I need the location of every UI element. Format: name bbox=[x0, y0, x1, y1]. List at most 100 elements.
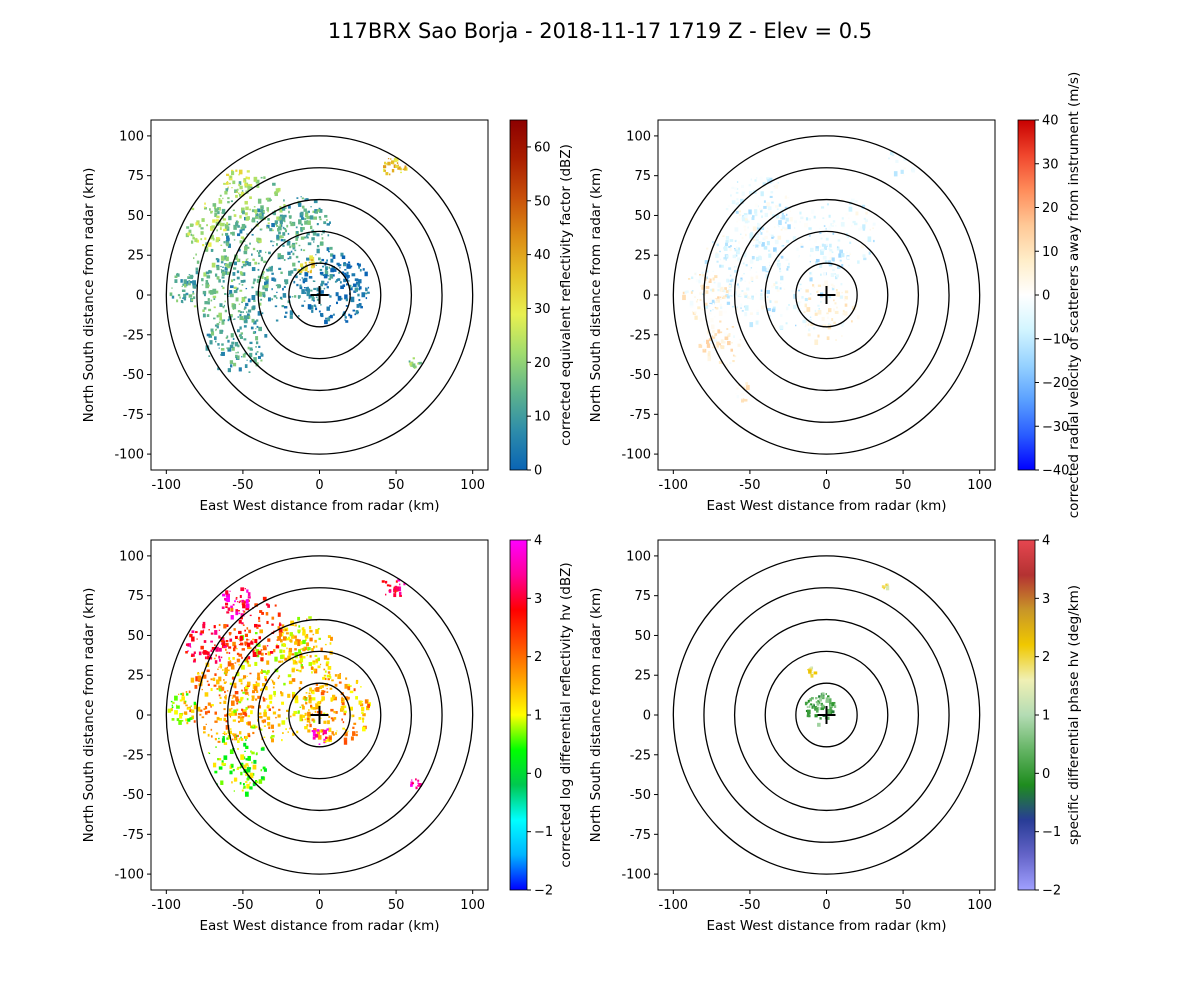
echo-gate bbox=[249, 786, 253, 790]
echo-gate bbox=[332, 733, 335, 736]
echo-gate bbox=[813, 286, 816, 288]
echo-gate bbox=[787, 224, 791, 230]
echo-gate bbox=[733, 266, 736, 268]
echo-gate bbox=[228, 223, 231, 226]
echo-gate bbox=[852, 220, 856, 224]
echo-gate bbox=[223, 182, 226, 185]
echo-gate bbox=[358, 286, 362, 290]
echo-gate bbox=[230, 615, 234, 620]
echo-gate bbox=[741, 390, 745, 393]
echo-gate bbox=[189, 223, 194, 227]
echo-gate bbox=[242, 263, 247, 267]
echo-gate bbox=[320, 647, 323, 651]
echo-gate bbox=[808, 275, 811, 278]
echo-gate bbox=[307, 242, 312, 246]
echo-gate bbox=[281, 720, 286, 725]
echo-gate bbox=[256, 208, 261, 213]
echo-gate bbox=[311, 648, 314, 652]
echo-gate bbox=[244, 791, 249, 797]
colorbar-tick-label: −1 bbox=[1042, 825, 1061, 840]
plot-area bbox=[165, 135, 474, 455]
echo-gate bbox=[737, 217, 742, 222]
echo-gate bbox=[200, 238, 203, 241]
y-tick-label: -75 bbox=[123, 828, 144, 843]
echo-gate bbox=[192, 237, 196, 240]
echo-gate bbox=[224, 309, 228, 313]
echo-gate bbox=[217, 211, 220, 215]
echo-gate bbox=[302, 249, 306, 252]
echo-gate bbox=[224, 263, 228, 267]
echo-gate bbox=[230, 364, 233, 368]
echo-gate bbox=[281, 305, 285, 308]
echo-gate bbox=[246, 638, 249, 641]
echo-gate bbox=[185, 693, 189, 696]
echo-gate bbox=[727, 334, 731, 338]
echo-gate bbox=[253, 759, 257, 764]
echo-gate bbox=[855, 211, 859, 216]
echo-gate bbox=[750, 275, 753, 278]
echo-gate bbox=[193, 296, 196, 300]
echo-gate bbox=[359, 268, 362, 272]
echo-gate bbox=[355, 281, 359, 285]
echo-gate bbox=[784, 221, 787, 224]
echo-gate bbox=[785, 217, 789, 222]
echo-gate bbox=[312, 730, 316, 734]
echo-gate bbox=[307, 210, 310, 213]
echo-gate bbox=[773, 236, 775, 238]
echo-gate bbox=[775, 250, 777, 253]
echo-gate bbox=[219, 701, 222, 704]
echo-gate bbox=[842, 322, 845, 324]
echo-gate bbox=[703, 348, 705, 351]
echo-gate bbox=[236, 276, 240, 280]
echo-gate bbox=[315, 296, 318, 298]
echo-gate bbox=[262, 698, 266, 702]
echo-gate bbox=[249, 352, 253, 358]
echo-gate bbox=[399, 583, 401, 586]
echo-gate bbox=[245, 212, 248, 216]
echo-gate bbox=[275, 284, 278, 287]
echo-gate bbox=[241, 622, 244, 625]
echo-gate bbox=[224, 271, 228, 275]
x-axis-label: East West distance from radar (km) bbox=[199, 498, 439, 514]
echo-gate bbox=[716, 298, 720, 303]
echo-gate bbox=[223, 248, 226, 252]
echo-gate bbox=[308, 261, 311, 264]
echo-gate bbox=[304, 267, 308, 272]
echo-gate bbox=[326, 691, 329, 693]
echo-gate bbox=[187, 718, 191, 722]
echo-gate bbox=[254, 623, 258, 628]
echo-gate bbox=[308, 692, 311, 695]
echo-gate bbox=[300, 662, 302, 665]
echo-gate bbox=[748, 220, 750, 223]
echo-gate bbox=[364, 699, 369, 704]
echo-gate bbox=[320, 691, 325, 696]
radar-location-marker bbox=[310, 286, 329, 304]
echo-gate bbox=[292, 713, 296, 717]
echo-gate bbox=[723, 257, 727, 261]
echo-gate bbox=[226, 737, 229, 740]
echo-gate bbox=[236, 355, 240, 360]
echo-gate bbox=[199, 709, 203, 712]
echo-gate bbox=[257, 237, 261, 241]
echo-gate bbox=[228, 631, 232, 635]
echo-gate bbox=[218, 321, 221, 323]
echo-gate bbox=[218, 312, 222, 317]
echo-gate bbox=[251, 267, 256, 272]
echo-gate bbox=[244, 364, 248, 368]
echo-gate bbox=[215, 219, 219, 222]
echo-gate bbox=[236, 270, 240, 274]
echo-gate bbox=[299, 714, 303, 719]
echo-gate bbox=[820, 273, 822, 276]
echo-gate bbox=[311, 697, 316, 701]
echo-gate bbox=[699, 275, 703, 280]
echo-gate bbox=[251, 725, 256, 729]
echo-gate bbox=[255, 654, 258, 657]
echo-gate bbox=[227, 186, 230, 188]
echo-gate bbox=[347, 730, 349, 732]
echo-gate bbox=[250, 326, 254, 330]
echo-gate bbox=[241, 665, 245, 670]
echo-gate bbox=[239, 289, 243, 292]
echo-gate bbox=[246, 675, 248, 677]
echo-gate bbox=[816, 290, 819, 293]
echo-gate bbox=[306, 235, 308, 237]
